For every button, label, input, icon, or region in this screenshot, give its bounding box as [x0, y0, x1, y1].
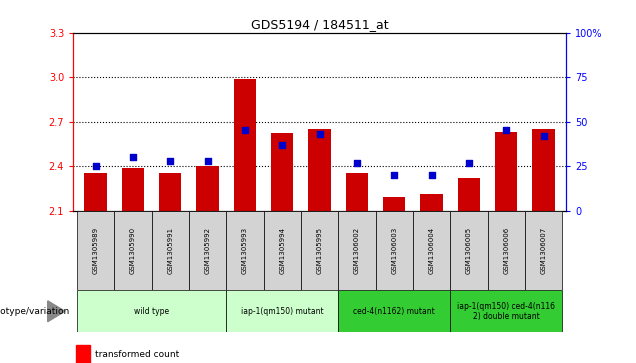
Text: GSM1305995: GSM1305995	[317, 227, 322, 274]
Text: iap-1(qm150) ced-4(n116
2) double mutant: iap-1(qm150) ced-4(n116 2) double mutant	[457, 302, 555, 321]
Bar	[114, 211, 151, 290]
Text: GSM1306005: GSM1306005	[466, 227, 472, 274]
Bar	[85, 174, 107, 211]
Bar	[450, 211, 488, 290]
Point	[352, 160, 362, 166]
Point	[427, 172, 437, 178]
Point	[277, 142, 287, 148]
Point	[539, 133, 549, 139]
Bar	[77, 211, 114, 290]
Bar	[233, 79, 256, 211]
Bar	[346, 174, 368, 211]
Bar	[413, 211, 450, 290]
Text: GSM1305989: GSM1305989	[93, 227, 99, 274]
Bar	[338, 290, 450, 332]
Bar	[301, 211, 338, 290]
Point	[464, 160, 474, 166]
Bar	[226, 211, 263, 290]
Bar	[495, 132, 518, 211]
Bar	[376, 211, 413, 290]
Text: transformed count: transformed count	[95, 350, 179, 359]
Text: iap-1(qm150) mutant: iap-1(qm150) mutant	[241, 307, 324, 316]
Text: ced-4(n1162) mutant: ced-4(n1162) mutant	[354, 307, 435, 316]
Title: GDS5194 / 184511_at: GDS5194 / 184511_at	[251, 19, 389, 32]
Text: GSM1305994: GSM1305994	[279, 227, 286, 274]
Bar	[271, 134, 293, 211]
Bar	[488, 211, 525, 290]
Text: GSM1305993: GSM1305993	[242, 227, 248, 274]
Bar	[420, 194, 443, 211]
Polygon shape	[48, 301, 65, 322]
Bar	[450, 290, 562, 332]
Bar	[338, 211, 376, 290]
Bar	[121, 168, 144, 211]
Text: GSM1306003: GSM1306003	[391, 227, 398, 274]
Point	[501, 128, 511, 134]
Bar	[77, 290, 226, 332]
Text: wild type: wild type	[134, 307, 169, 316]
Bar	[226, 290, 338, 332]
Bar	[159, 174, 181, 211]
Point	[202, 158, 212, 164]
Bar	[151, 211, 189, 290]
Text: GSM1306004: GSM1306004	[429, 227, 434, 274]
Text: GSM1306007: GSM1306007	[541, 227, 546, 274]
Text: GSM1306006: GSM1306006	[503, 227, 509, 274]
Bar	[308, 129, 331, 211]
Point	[165, 158, 176, 164]
Bar	[76, 346, 90, 363]
Bar	[189, 211, 226, 290]
Point	[315, 131, 325, 137]
Bar	[197, 166, 219, 211]
Point	[128, 154, 138, 160]
Point	[240, 128, 250, 134]
Bar	[458, 178, 480, 211]
Text: GSM1305992: GSM1305992	[205, 227, 211, 274]
Text: GSM1305990: GSM1305990	[130, 227, 136, 274]
Point	[90, 163, 100, 169]
Text: GSM1305991: GSM1305991	[167, 227, 173, 274]
Bar	[263, 211, 301, 290]
Bar	[383, 197, 406, 211]
Bar	[532, 129, 555, 211]
Text: GSM1306002: GSM1306002	[354, 227, 360, 274]
Text: genotype/variation: genotype/variation	[0, 307, 70, 316]
Bar	[525, 211, 562, 290]
Point	[389, 172, 399, 178]
